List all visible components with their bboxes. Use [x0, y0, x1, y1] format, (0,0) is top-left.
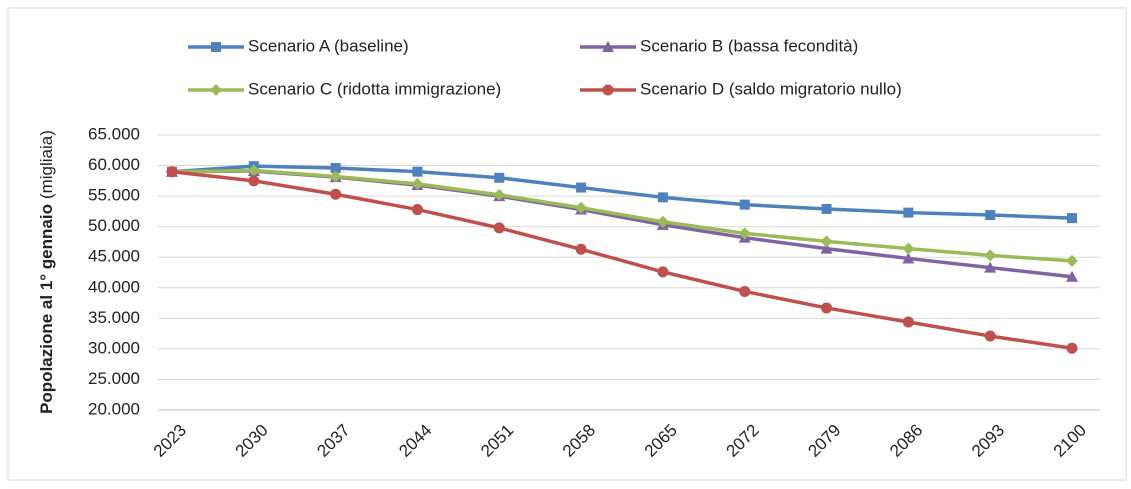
y-tick-label: 50.000	[88, 216, 140, 235]
series-line	[171, 169, 1073, 351]
marker	[248, 175, 260, 187]
marker	[656, 215, 669, 228]
y-axis-title-main: Popolazione al 1° gennaio	[37, 204, 56, 414]
legend-marker	[602, 41, 614, 52]
marker	[902, 242, 915, 255]
y-axis-title: Popolazione al 1° gennaio (migliaia)	[37, 130, 56, 414]
marker	[739, 199, 750, 210]
marker	[247, 164, 260, 177]
marker	[411, 204, 423, 216]
marker	[494, 172, 505, 183]
marker	[902, 252, 915, 264]
marker	[984, 249, 997, 262]
marker	[985, 210, 996, 221]
series-line	[171, 164, 1073, 220]
y-tick-label: 55.000	[88, 186, 140, 205]
marker	[575, 243, 587, 255]
marker	[984, 330, 996, 342]
legend-label: Scenario C (ridotta immigrazione)	[248, 79, 501, 98]
y-axis-title-unit: (migliaia)	[37, 130, 56, 199]
marker	[820, 235, 833, 248]
marker	[902, 316, 914, 328]
marker	[330, 188, 342, 200]
legend-marker	[211, 42, 221, 52]
marker	[493, 222, 505, 234]
legend-label: Scenario D (saldo migratorio nullo)	[640, 79, 902, 98]
legend-label: Scenario B (bassa fecondità)	[640, 36, 858, 55]
y-tick-label: 30.000	[88, 338, 140, 357]
marker	[330, 163, 341, 173]
series-line	[171, 168, 1073, 263]
marker	[821, 302, 833, 314]
marker	[903, 207, 914, 218]
marker	[657, 192, 668, 203]
y-tick-label: 20.000	[88, 399, 140, 418]
marker	[821, 203, 832, 214]
legend-marker	[602, 84, 614, 96]
marker	[657, 266, 669, 278]
y-tick-label: 25.000	[88, 369, 140, 388]
marker	[166, 166, 178, 178]
marker	[493, 188, 506, 201]
y-tick-label: 40.000	[88, 277, 140, 296]
marker	[1066, 270, 1078, 282]
marker	[820, 242, 833, 254]
marker	[984, 261, 997, 273]
marker	[1066, 342, 1078, 354]
marker	[329, 170, 342, 183]
marker	[575, 201, 588, 214]
y-tick-label: 65.000	[88, 124, 140, 143]
y-tick-label: 60.000	[88, 155, 140, 174]
legend-label: Scenario A (baseline)	[248, 36, 409, 55]
marker	[576, 182, 587, 193]
y-tick-label: 35.000	[88, 308, 140, 327]
marker	[738, 227, 751, 240]
marker	[411, 177, 424, 190]
marker	[412, 166, 423, 177]
marker	[1067, 213, 1077, 224]
legend-marker	[210, 84, 222, 96]
y-tick-label: 45.000	[88, 247, 140, 266]
marker	[1066, 254, 1078, 267]
marker	[739, 285, 751, 297]
